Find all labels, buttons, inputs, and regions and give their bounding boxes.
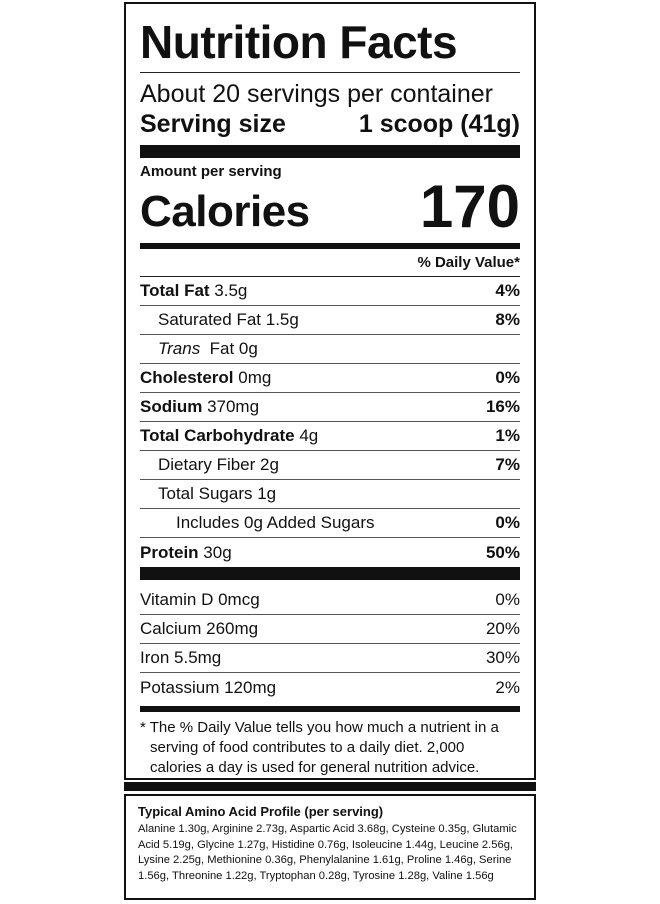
nutrient-row-total-carbohydrate: Total Carbohydrate 4g 1% xyxy=(140,422,520,451)
amino-acid-profile-title: Typical Amino Acid Profile (per serving) xyxy=(138,804,384,819)
serving-divider xyxy=(140,145,520,158)
calories-row: Calories 170 xyxy=(140,177,520,237)
nutrient-row-sodium: Sodium 370mg 16% xyxy=(140,393,520,422)
nutrient-row-total-sugars: Total Sugars 1g xyxy=(140,480,520,509)
footnote-divider xyxy=(140,706,520,712)
nutrient-name: Total Sugars xyxy=(158,484,253,503)
nutrient-name: Trans xyxy=(158,339,201,358)
nutrient-amount: 0mg xyxy=(233,368,272,387)
nutrient-name: Dietary Fiber xyxy=(158,455,256,474)
vitamin-name: Calcium 260mg xyxy=(140,619,259,638)
nutrient-row-trans-fat: Trans Fat 0g xyxy=(140,335,520,364)
vitamin-row-vitamin-d: Vitamin D 0mcg 0% xyxy=(140,586,520,615)
vitamin-dv: 0% xyxy=(495,590,520,609)
vitamin-row-potassium: Potassium 120mg 2% xyxy=(140,673,520,702)
vitamin-row-calcium: Calcium 260mg 20% xyxy=(140,615,520,644)
nutrient-amount: Fat 0g xyxy=(200,339,258,358)
vitamin-dv: 2% xyxy=(495,677,520,697)
nutrient-name: Saturated Fat xyxy=(158,310,262,329)
nutrient-dv: 50% xyxy=(485,542,520,562)
nutrient-dv: 0% xyxy=(495,513,520,532)
nutrient-row-cholesterol: Cholesterol 0mg 0% xyxy=(140,364,520,393)
nutrient-row-total-fat: Total Fat 3.5g 4% xyxy=(140,277,520,306)
daily-value-footnote: * The % Daily Value tells you how much a… xyxy=(140,719,499,776)
nutrient-dv: 7% xyxy=(495,455,520,474)
nutrient-dv: 0% xyxy=(495,368,520,387)
protein-divider xyxy=(140,567,520,580)
vitamin-name: Potassium 120mg xyxy=(140,677,277,697)
nutrient-name: Total Fat xyxy=(140,281,210,300)
calories-divider xyxy=(140,243,520,249)
vitamin-dv: 30% xyxy=(485,648,520,667)
vitamin-dv: 20% xyxy=(485,619,520,638)
nutrient-row-added-sugars: Includes 0g Added Sugars 0% xyxy=(140,509,520,538)
nutrient-row-dietary-fiber: Dietary Fiber 2g 7% xyxy=(140,451,520,480)
nutrient-name: Total Carbohydrate xyxy=(140,426,295,445)
nutrient-dv: 1% xyxy=(495,426,520,445)
nutrient-amount: 3.5g xyxy=(209,281,248,300)
calories-value: 170 xyxy=(419,173,520,240)
nutrient-name: Protein xyxy=(140,542,199,562)
section-separator xyxy=(124,782,536,791)
nutrient-amount: 2g xyxy=(255,455,279,474)
nutrient-amount: 370mg xyxy=(202,397,260,416)
servings-per-container: About 20 servings per container xyxy=(140,80,493,108)
nutrient-name: Cholesterol xyxy=(140,368,234,387)
amount-per-serving: Amount per serving xyxy=(140,163,282,180)
nutrient-dv: 8% xyxy=(495,310,520,329)
label-title: Nutrition Facts xyxy=(140,16,458,68)
nutrient-amount: 30g xyxy=(198,542,232,562)
nutrient-dv: 16% xyxy=(485,397,520,416)
serving-size-value: 1 scoop (41g) xyxy=(358,110,520,138)
nutrient-amount: 4g xyxy=(294,426,319,445)
nutrient-amount: 1.5g xyxy=(261,310,299,329)
nutrition-facts-label: Nutrition Facts About 20 servings per co… xyxy=(124,2,536,780)
vitamin-row-iron: Iron 5.5mg 30% xyxy=(140,644,520,673)
nutrient-name: Includes 0g Added Sugars xyxy=(176,513,375,532)
nutrient-name: Sodium xyxy=(140,397,203,416)
calories-label: Calories xyxy=(140,187,310,236)
vitamin-name: Iron 5.5mg xyxy=(140,648,222,667)
title-divider xyxy=(140,72,520,73)
vitamin-name: Vitamin D 0mcg xyxy=(140,590,260,609)
nutrient-dv: 4% xyxy=(495,281,520,300)
daily-value-header: % Daily Value* xyxy=(140,249,520,277)
amino-acid-profile: Typical Amino Acid Profile (per serving)… xyxy=(124,794,536,900)
nutrient-row-saturated-fat: Saturated Fat 1.5g 8% xyxy=(140,306,520,335)
nutrient-row-protein: Protein 30g 50% xyxy=(140,538,520,567)
serving-size-label: Serving size xyxy=(140,110,286,138)
nutrient-amount: 1g xyxy=(252,484,277,503)
serving-size-row: Serving size 1 scoop (41g) xyxy=(140,109,520,139)
amino-acid-profile-text: Alanine 1.30g, Arginine 2.73g, Aspartic … xyxy=(138,823,517,882)
